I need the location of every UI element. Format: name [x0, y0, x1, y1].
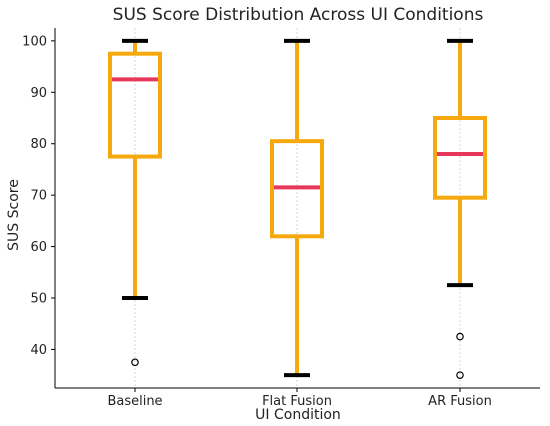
x-axis-label: UI Condition — [255, 407, 341, 423]
y-axis-ticks: 40 50 60 70 80 90 100 — [22, 34, 55, 358]
x-axis-ticks: Baseline Flat Fusion AR Fusion — [107, 388, 492, 409]
y-tick-label: 50 — [30, 292, 47, 307]
x-tick-label: AR Fusion — [428, 394, 492, 409]
y-tick-label: 70 — [30, 189, 47, 204]
x-tick-label: Baseline — [107, 394, 162, 409]
y-tick-label: 60 — [30, 240, 47, 255]
y-tick-label: 90 — [30, 86, 47, 101]
y-axis-label: SUS Score — [6, 179, 22, 251]
y-tick-label: 80 — [30, 137, 47, 152]
box-group-ar-fusion — [433, 38, 487, 379]
chart-title: SUS Score Distribution Across UI Conditi… — [113, 5, 484, 25]
iqr-box — [433, 116, 487, 200]
outlier-point — [131, 358, 139, 367]
box-group-flat-fusion — [270, 38, 324, 378]
y-tick-label: 100 — [22, 34, 47, 49]
iqr-box — [270, 139, 324, 239]
outlier-point — [456, 332, 464, 341]
outlier-point — [456, 371, 464, 379]
box-group-baseline — [108, 38, 162, 367]
plot-area — [108, 38, 487, 379]
y-tick-label: 40 — [30, 343, 47, 358]
iqr-box — [108, 51, 162, 159]
x-tick-label: Flat Fusion — [262, 394, 332, 409]
